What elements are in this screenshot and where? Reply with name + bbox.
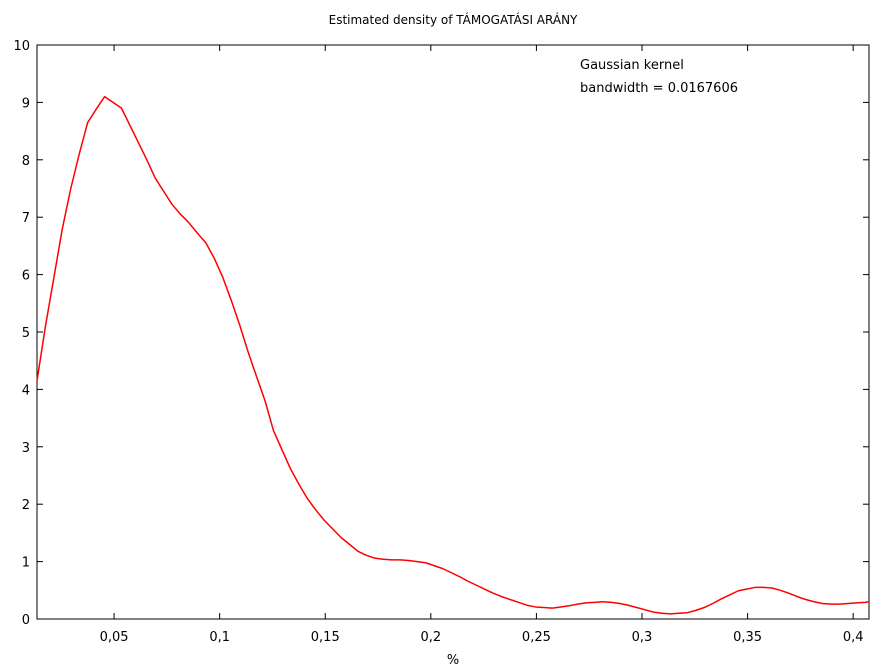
x-tick-label: 0,4 xyxy=(843,630,864,645)
plot-frame xyxy=(36,44,870,620)
y-tick-label: 9 xyxy=(22,96,30,111)
series-layer xyxy=(36,95,870,615)
y-tick-labels: 0 1 2 3 4 5 6 7 8 9 10 xyxy=(13,39,30,628)
y-tick-label: 10 xyxy=(13,39,30,54)
density-curve xyxy=(36,95,870,615)
y-tick-label: 1 xyxy=(22,556,30,571)
kernel-annotation: Gaussian kernel xyxy=(580,58,684,73)
y-tick-label: 4 xyxy=(22,383,30,398)
x-tick-label: 0,1 xyxy=(209,630,230,645)
y-tick-label: 2 xyxy=(22,498,30,513)
x-tick-label: 0,15 xyxy=(311,630,340,645)
x-axis-label: % xyxy=(447,653,459,668)
y-tick-label: 3 xyxy=(22,441,30,456)
x-tick-label: 0,35 xyxy=(733,630,762,645)
y-tick-label: 0 xyxy=(22,613,30,628)
bandwidth-annotation: bandwidth = 0.0167606 xyxy=(580,81,738,96)
y-tick-label: 6 xyxy=(22,269,30,284)
x-tick-labels: 0,05 0,1 0,15 0,2 0,25 0,3 0,35 0,4 xyxy=(100,630,864,645)
y-tick-label: 5 xyxy=(22,326,30,341)
y-tick-label: 8 xyxy=(22,154,30,169)
x-tick-label: 0,3 xyxy=(632,630,653,645)
y-tick-label: 7 xyxy=(22,211,30,226)
tick-marks xyxy=(37,45,869,619)
x-tick-label: 0,05 xyxy=(100,630,129,645)
x-tick-label: 0,25 xyxy=(522,630,551,645)
chart-title: Estimated density of TÁMOGATÁSI ARÁNY xyxy=(329,12,578,27)
x-tick-label: 0,2 xyxy=(420,630,441,645)
